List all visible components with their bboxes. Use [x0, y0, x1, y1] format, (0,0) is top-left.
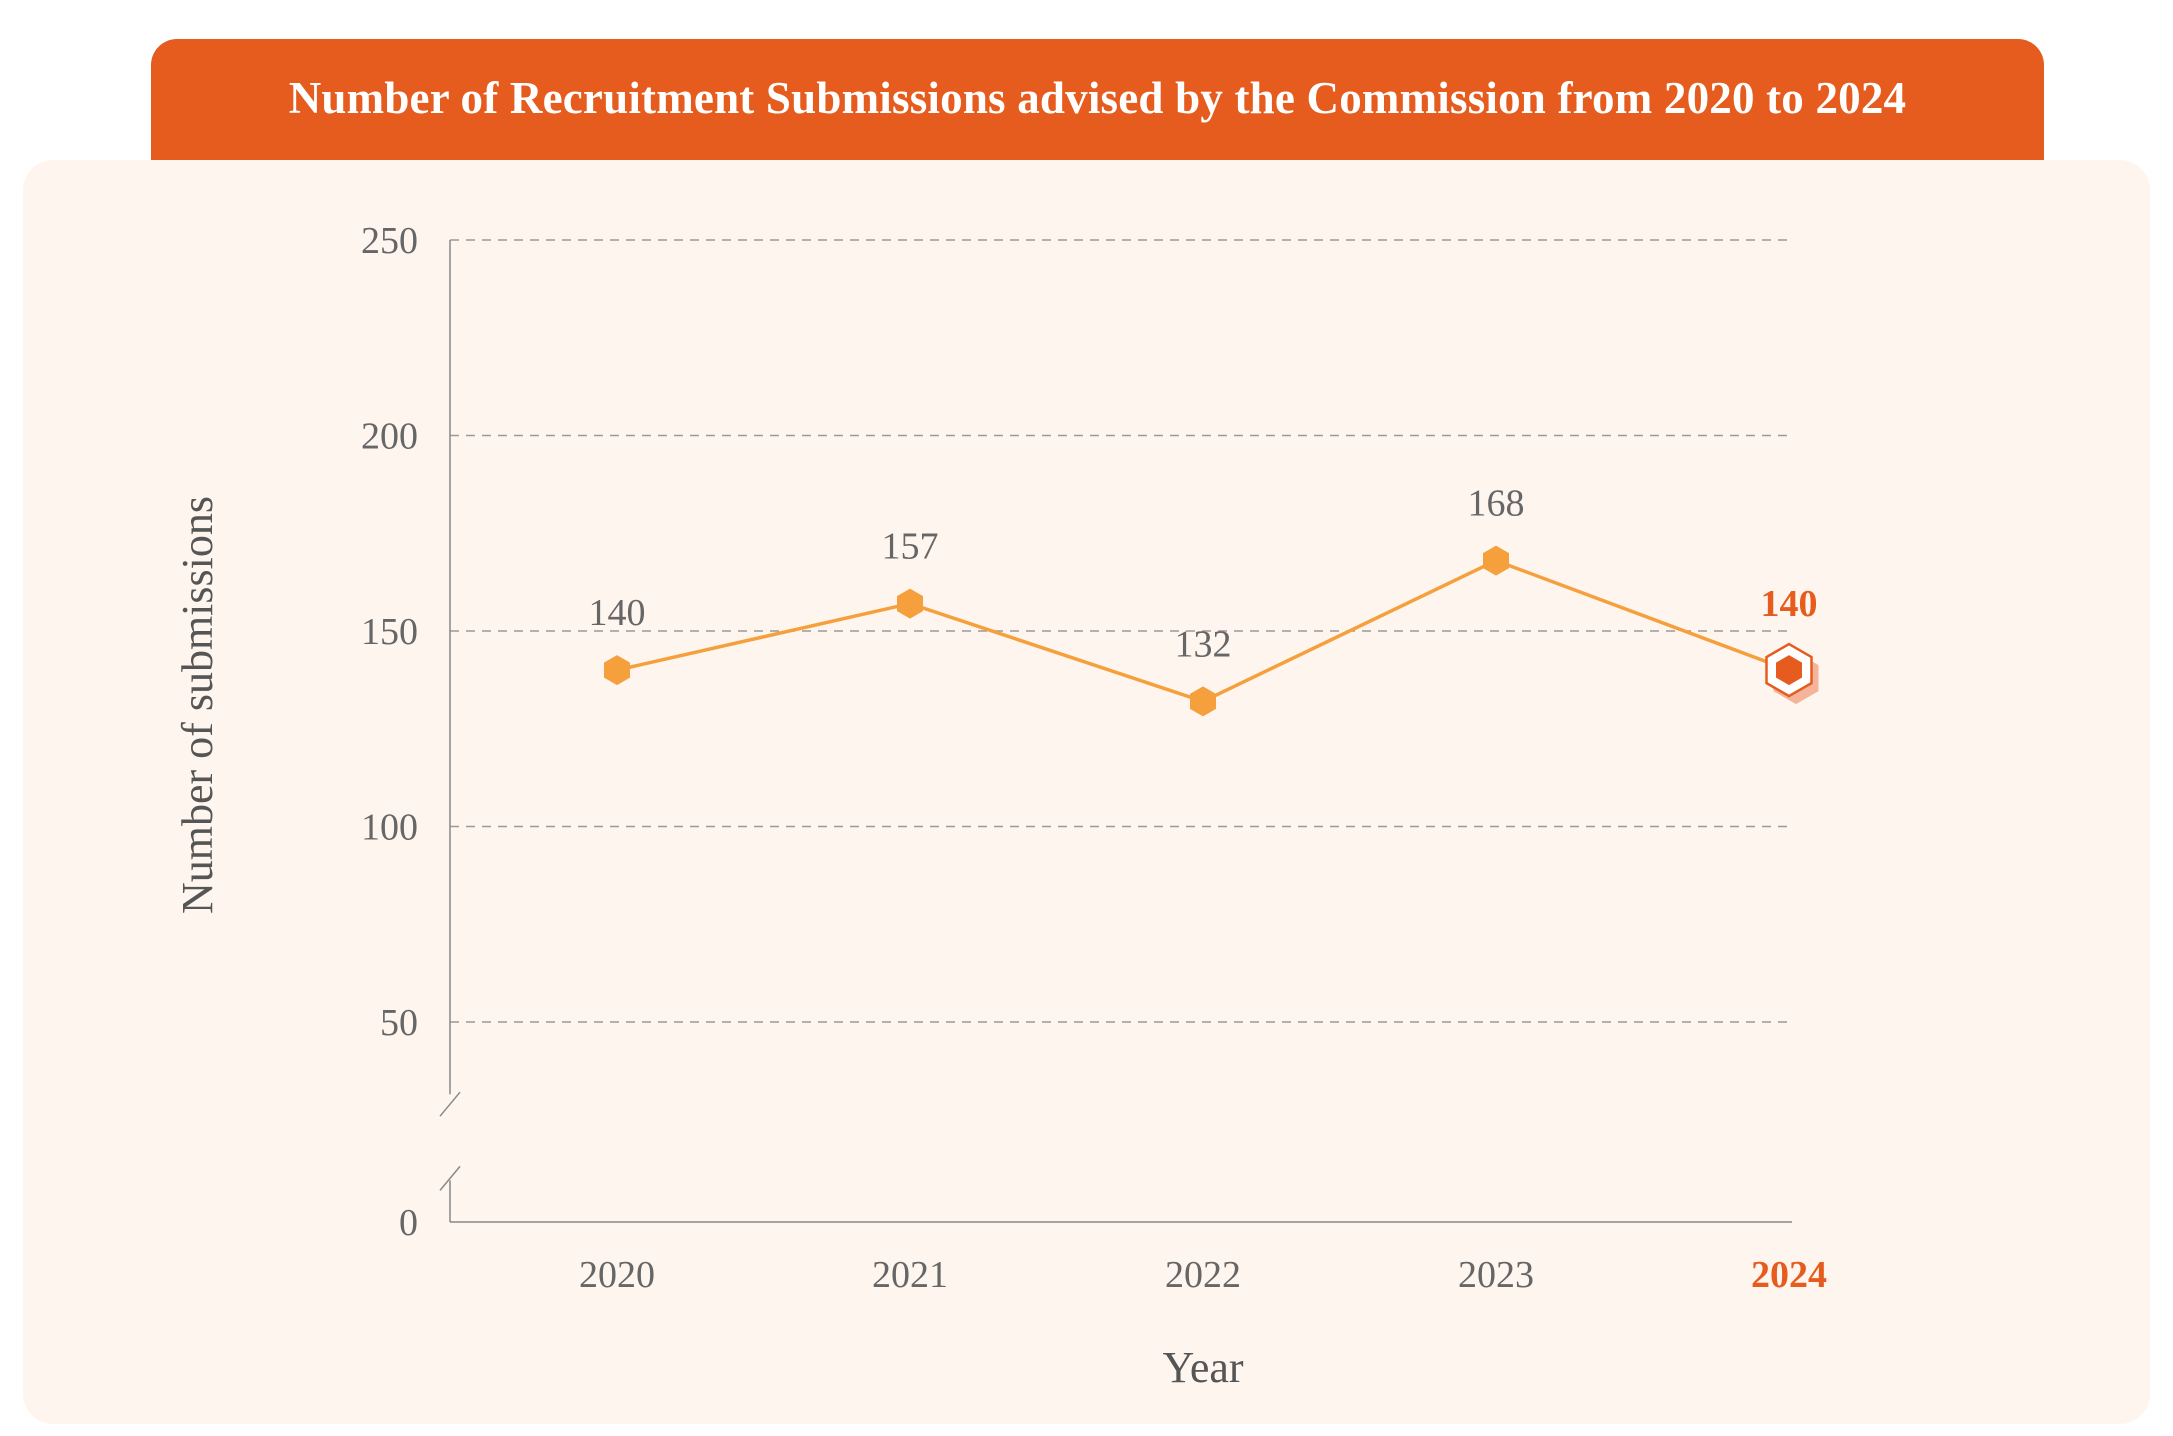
x-axis-title: Year [1162, 1343, 1243, 1392]
axis-break-mark [439, 1165, 461, 1191]
data-label: 140 [589, 592, 646, 634]
x-tick-label: 2023 [1458, 1254, 1534, 1296]
chart-title: Number of Recruitment Submissions advise… [151, 39, 2044, 179]
x-tick-label: 2020 [579, 1254, 655, 1296]
axis-break-mark [439, 1091, 461, 1117]
data-label: 132 [1175, 623, 1232, 665]
y-tick-label: 250 [361, 220, 418, 262]
data-labels: 140 157 132 168 140 [589, 483, 1818, 666]
data-point [1190, 686, 1216, 717]
y-axis-title: Number of submissions [173, 496, 222, 914]
data-point [1483, 545, 1509, 576]
data-label: 157 [882, 526, 939, 568]
y-tick-label: 200 [361, 416, 418, 458]
data-point [604, 655, 630, 686]
y-tick-label: 150 [361, 611, 418, 653]
data-label: 140 [1761, 583, 1818, 625]
y-tick-label: 100 [361, 807, 418, 849]
data-point [897, 588, 923, 619]
chart-panel [23, 160, 2150, 1424]
data-label: 168 [1468, 483, 1525, 525]
y-tick-labels: 0 50 100 150 200 250 [361, 220, 418, 1244]
y-tick-label: 0 [399, 1202, 418, 1244]
y-tick-label: 50 [380, 1002, 418, 1044]
grid-lines [450, 239, 1792, 1023]
x-tick-labels: 2020 2021 2022 2023 2024 [579, 1254, 1827, 1296]
axes [439, 240, 1792, 1223]
x-tick-label: 2024 [1751, 1254, 1827, 1296]
x-tick-label: 2022 [1165, 1254, 1241, 1296]
data-point [1776, 655, 1802, 686]
x-tick-label: 2021 [872, 1254, 948, 1296]
data-points [604, 545, 1819, 717]
